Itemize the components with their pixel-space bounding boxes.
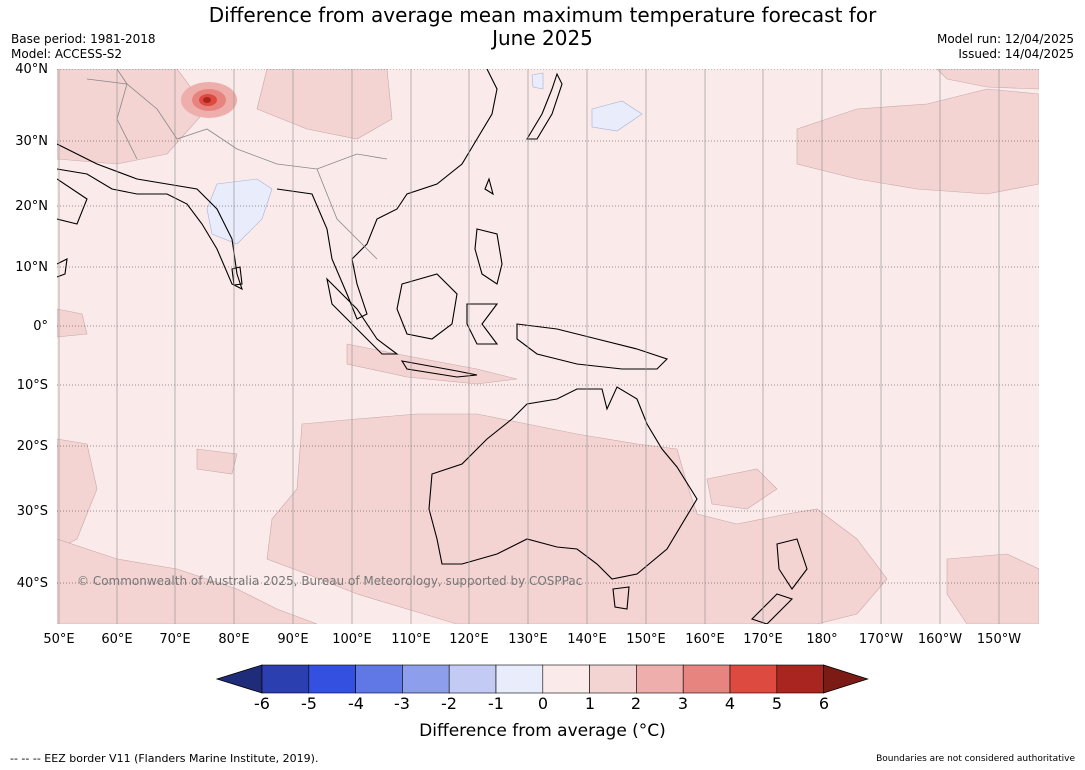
meta-right: Model run: 12/04/2025 Issued: 14/04/2025 <box>937 32 1074 62</box>
lon-label: 160°W <box>917 632 963 647</box>
colorbar-tick: -1 <box>488 694 504 713</box>
colorbar-label: Difference from average (°C) <box>419 721 666 741</box>
lat-label: 40°N <box>15 62 48 77</box>
copyright-notice: © Commonwealth of Australia 2025, Bureau… <box>77 574 583 588</box>
colorbar <box>215 664 869 694</box>
lon-label: 160°E <box>685 632 725 647</box>
meta-left: Base period: 1981-2018 Model: ACCESS-S2 <box>11 32 156 62</box>
colorbar-tick: 2 <box>630 694 642 713</box>
colorbar-segment <box>355 664 403 694</box>
title-line-1: Difference from average mean maximum tem… <box>208 3 877 27</box>
colorbar-segment <box>308 664 356 694</box>
lat-label: 20°S <box>16 439 48 454</box>
model-run: Model run: 12/04/2025 <box>936 32 1074 46</box>
lon-label: 60°E <box>101 632 133 647</box>
colorbar-segment <box>448 664 497 694</box>
colorbar-segment <box>776 664 824 694</box>
country-borders <box>86 69 388 260</box>
lon-label: 150°E <box>626 632 666 647</box>
lat-label: 30°N <box>15 134 48 149</box>
colorbar-tick: 0 <box>537 694 549 713</box>
lat-label: 10°S <box>16 378 48 393</box>
colorbar-tick: 5 <box>771 694 783 713</box>
colorbar-tick: 3 <box>677 694 689 713</box>
lon-label: 80°E <box>218 632 250 647</box>
issued-date: Issued: 14/04/2025 <box>958 47 1074 61</box>
colorbar-segment <box>636 664 684 694</box>
lon-label: 170°E <box>743 632 783 647</box>
lat-label: 30°S <box>16 504 48 519</box>
longitude-gridlines <box>58 69 1000 624</box>
lat-label: 0° <box>33 319 48 334</box>
colorbar-segment <box>542 664 590 694</box>
boundary-disclaimer: Boundaries are not considered authoritat… <box>876 754 1075 764</box>
colorbar-tick: 6 <box>818 694 830 713</box>
colorbar-extend-high <box>823 664 869 694</box>
lat-label: 40°S <box>16 576 48 591</box>
temperature-map <box>57 69 1039 624</box>
lat-label: 10°N <box>15 260 48 275</box>
lon-label: 120°E <box>449 632 489 647</box>
lon-label: 70°E <box>159 632 191 647</box>
lon-label: 130°E <box>508 632 548 647</box>
lon-label: 110°E <box>391 632 431 647</box>
base-period: Base period: 1981-2018 <box>11 32 156 46</box>
colorbar-extend-low <box>215 664 263 694</box>
colorbar-segment <box>261 664 310 694</box>
colorbar-tick: -5 <box>301 694 317 713</box>
map-title: Difference from average mean maximum tem… <box>0 4 1085 50</box>
colorbar-tick: 4 <box>724 694 736 713</box>
lon-label: 180° <box>806 632 838 647</box>
colorbar-segment <box>589 664 637 694</box>
lon-label: 140°E <box>567 632 607 647</box>
colorbar-segment <box>729 664 778 694</box>
lat-label: 20°N <box>15 199 48 214</box>
colorbar-segment <box>682 664 731 694</box>
colorbar-tick: 1 <box>584 694 596 713</box>
eez-legend-note: -- -- -- EEZ border V11 (Flanders Marine… <box>10 752 319 765</box>
colorbar-tick: -4 <box>348 694 364 713</box>
lon-label: 100°E <box>332 632 372 647</box>
lon-label: 90°E <box>277 632 309 647</box>
colorbar-segment <box>495 664 544 694</box>
colorbar-segment <box>402 664 450 694</box>
colorbar-tick: -6 <box>254 694 270 713</box>
hotspot <box>181 82 237 118</box>
lon-label: 170°W <box>858 632 904 647</box>
lon-label: 150°W <box>976 632 1022 647</box>
anomaly-1-to-2-regions <box>57 69 1039 624</box>
colorbar-tick: -2 <box>441 694 457 713</box>
anomaly-minus-1-to-0-regions <box>206 72 643 245</box>
title-line-2: June 2025 <box>492 26 593 50</box>
lon-label: 50°E <box>43 632 75 647</box>
model-name: Model: ACCESS-S2 <box>11 47 123 61</box>
coastlines <box>57 69 808 624</box>
colorbar-tick: -3 <box>394 694 410 713</box>
